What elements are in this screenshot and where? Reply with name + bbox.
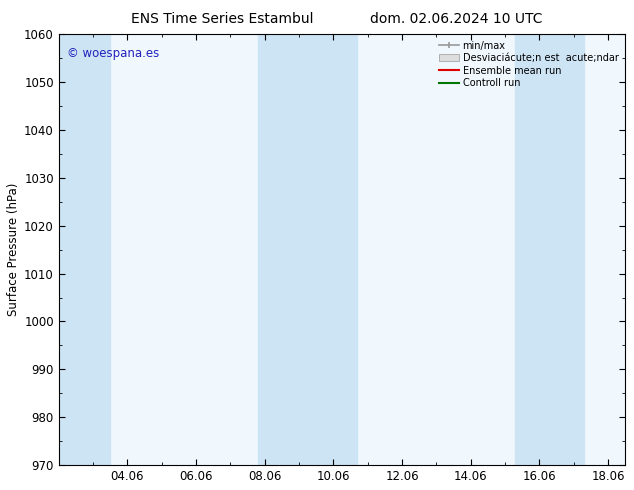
Text: ENS Time Series Estambul: ENS Time Series Estambul (131, 12, 313, 26)
Text: © woespana.es: © woespana.es (67, 47, 160, 60)
Text: dom. 02.06.2024 10 UTC: dom. 02.06.2024 10 UTC (370, 12, 543, 26)
Bar (258, 34, 358, 465)
Bar (515, 34, 584, 465)
Y-axis label: Surface Pressure (hPa): Surface Pressure (hPa) (7, 183, 20, 316)
Legend: min/max, Desviaciácute;n est  acute;ndar, Ensemble mean run, Controll run: min/max, Desviaciácute;n est acute;ndar,… (437, 39, 620, 90)
Bar (59, 34, 110, 465)
